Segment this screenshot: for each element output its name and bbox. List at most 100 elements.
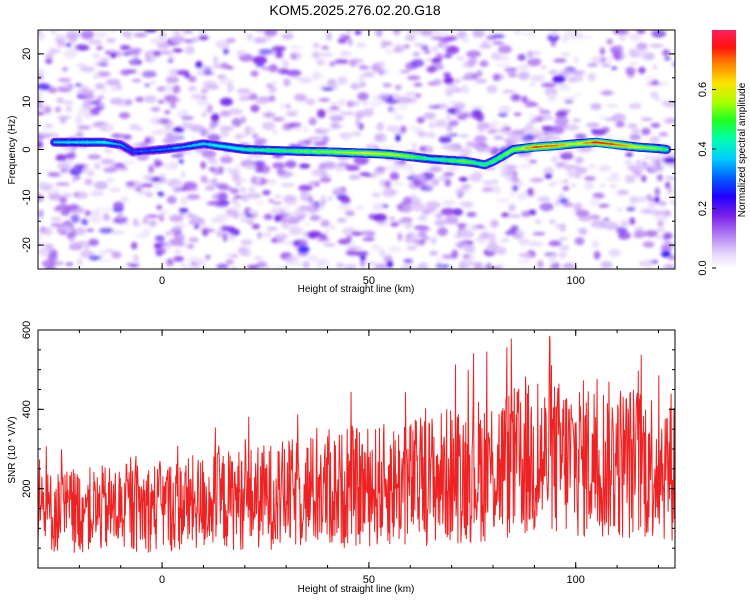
noise-blob — [580, 35, 593, 40]
noise-blob — [592, 192, 605, 199]
noise-blob — [330, 122, 340, 129]
noise-blob — [337, 76, 348, 85]
noise-blob — [473, 266, 483, 269]
noise-blob — [375, 30, 383, 38]
noise-blob — [417, 130, 427, 138]
noise-blob — [616, 207, 624, 213]
noise-blob — [554, 116, 569, 126]
noise-blob — [139, 141, 148, 148]
noise-blob — [38, 111, 45, 116]
noise-blob — [286, 201, 299, 206]
noise-blob — [154, 247, 167, 255]
noise-blob — [413, 42, 425, 47]
noise-blob — [75, 131, 84, 139]
noise-blob — [155, 161, 164, 167]
noise-blob — [170, 99, 177, 109]
noise-blob — [261, 66, 274, 71]
noise-blob — [394, 114, 404, 121]
noise-blob — [247, 192, 262, 199]
noise-blob — [186, 244, 195, 249]
noise-blob — [629, 33, 642, 42]
noise-blob — [346, 30, 352, 35]
noise-blob — [93, 183, 108, 188]
spectrogram-ytick-label: 0 — [21, 146, 33, 152]
noise-blob — [315, 59, 326, 66]
noise-blob — [492, 73, 500, 82]
spectrogram-xtick-label: 0 — [159, 275, 165, 287]
snr-frame — [37, 329, 676, 569]
noise-blob — [545, 136, 561, 141]
noise-blob — [123, 160, 136, 165]
noise-blob — [232, 211, 239, 220]
noise-blob — [157, 99, 165, 104]
noise-blob — [166, 258, 174, 267]
noise-blob — [287, 216, 300, 225]
noise-blob — [400, 125, 407, 134]
noise-blob — [362, 237, 375, 242]
noise-blob — [234, 201, 241, 210]
colorbar: 0.0 0.2 0.4 0.6 Normalized spectral amplitu… — [697, 30, 748, 276]
noise-blob — [288, 122, 302, 128]
noise-blob — [417, 215, 428, 221]
noise-blob — [251, 223, 261, 230]
noise-blob — [508, 227, 517, 236]
noise-blob — [564, 100, 574, 104]
noise-blob — [548, 240, 562, 247]
noise-blob — [633, 232, 643, 239]
noise-blob — [250, 70, 259, 77]
noise-blob — [397, 106, 409, 110]
colorbar-label: Normalized spectral amplitude — [737, 82, 748, 217]
noise-blob — [573, 202, 583, 211]
noise-blob — [529, 82, 536, 86]
noise-blob — [556, 83, 568, 88]
noise-blob — [47, 172, 60, 176]
noise-blob — [598, 203, 610, 208]
noise-blob — [215, 229, 225, 238]
noise-blob — [272, 201, 283, 205]
noise-blob — [346, 100, 355, 108]
noise-blob — [648, 160, 659, 169]
noise-blob — [601, 63, 612, 68]
noise-blob — [654, 212, 668, 222]
noise-blob — [144, 137, 151, 144]
noise-blob — [245, 248, 252, 253]
noise-blob — [280, 182, 295, 188]
noise-blob — [443, 54, 453, 58]
noise-blob — [164, 84, 173, 93]
noise-blob — [355, 118, 361, 127]
noise-blob — [202, 80, 218, 90]
noise-blob — [55, 204, 71, 211]
noise-blob — [435, 213, 444, 218]
noise-blob — [114, 163, 126, 168]
noise-blob — [559, 197, 569, 204]
noise-blob — [495, 246, 507, 255]
noise-blob — [538, 106, 544, 111]
noise-blob — [182, 181, 198, 191]
noise-blob — [38, 141, 43, 149]
noise-blob — [645, 194, 653, 201]
noise-blob — [371, 192, 381, 198]
noise-blob — [631, 129, 641, 134]
noise-blob — [458, 134, 470, 138]
noise-blob — [429, 250, 438, 256]
noise-blob — [426, 66, 437, 73]
noise-blob — [59, 196, 67, 204]
noise-blob — [510, 93, 521, 102]
noise-blob — [555, 161, 566, 169]
noise-blob — [336, 217, 347, 223]
noise-blob — [164, 122, 173, 132]
noise-blob — [623, 31, 630, 35]
noise-blob — [254, 96, 270, 105]
noise-blob — [150, 106, 161, 112]
noise-blob — [216, 213, 231, 220]
noise-blob — [400, 265, 415, 269]
noise-blob — [292, 240, 300, 247]
noise-blob — [268, 85, 277, 94]
noise-blob — [367, 261, 377, 266]
noise-blob — [389, 216, 396, 222]
noise-blob — [599, 91, 615, 95]
noise-blob — [232, 174, 241, 181]
noise-blob — [73, 164, 86, 170]
noise-blob — [125, 181, 136, 187]
noise-blob — [98, 95, 105, 99]
